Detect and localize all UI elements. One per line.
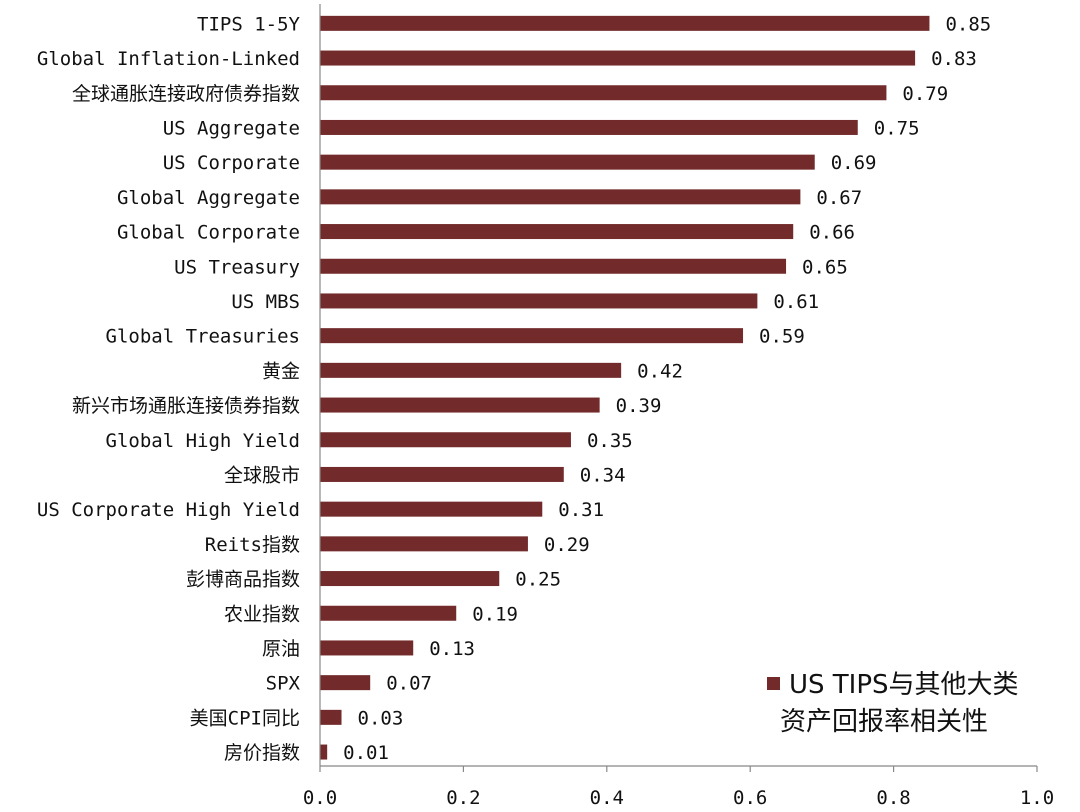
data-label: 0.85 xyxy=(945,13,991,35)
category-label: US Aggregate xyxy=(163,117,300,139)
data-label: 0.79 xyxy=(902,83,948,105)
x-tick-label: 0.0 xyxy=(303,787,337,809)
bar xyxy=(320,189,801,205)
x-tick-label: 1.0 xyxy=(1020,787,1054,809)
bars-layer: TIPS 1-5Y 0.85 Global Inflation-Linked 0.83… xyxy=(37,13,991,764)
x-tick-label: 0.6 xyxy=(733,787,767,809)
category-label: Global Corporate xyxy=(117,222,300,244)
bar xyxy=(320,501,543,517)
data-label: 0.42 xyxy=(637,360,683,382)
category-label: 房价指数 xyxy=(224,742,300,764)
data-label: 0.19 xyxy=(472,603,518,625)
data-label: 0.01 xyxy=(343,742,389,764)
data-label: 0.59 xyxy=(759,326,805,348)
bar xyxy=(320,397,600,413)
data-label: 0.66 xyxy=(809,222,855,244)
data-label: 0.29 xyxy=(544,534,590,556)
bar xyxy=(320,328,744,344)
legend-label: US TIPS与其他大类 xyxy=(789,670,1019,700)
data-label: 0.61 xyxy=(773,291,819,313)
category-label: TIPS 1-5Y xyxy=(197,13,301,35)
data-label: 0.67 xyxy=(816,187,862,209)
data-label: 0.31 xyxy=(558,499,604,521)
category-label: 彭博商品指数 xyxy=(186,569,300,591)
category-label: 全球通胀连接政府债券指数 xyxy=(72,83,300,105)
category-label: US Treasury xyxy=(174,256,300,278)
category-label: Global Inflation-Linked xyxy=(37,48,300,70)
bar xyxy=(320,258,787,274)
bar xyxy=(320,15,930,31)
category-label: 黄金 xyxy=(262,360,300,382)
bar xyxy=(320,640,414,656)
bar xyxy=(320,154,815,170)
data-label: 0.75 xyxy=(874,117,920,139)
bar xyxy=(320,293,758,309)
category-label: Global High Yield xyxy=(106,430,300,452)
bar xyxy=(320,119,858,135)
category-label: 原油 xyxy=(262,638,300,660)
category-label: US MBS xyxy=(231,291,300,313)
legend-swatch xyxy=(767,677,780,690)
category-label: US Corporate xyxy=(163,152,300,174)
bar xyxy=(320,432,571,448)
x-tick-label: 0.2 xyxy=(446,787,480,809)
category-label: 全球股市 xyxy=(224,464,300,486)
bar xyxy=(320,362,622,378)
bar xyxy=(320,709,342,725)
bar xyxy=(320,224,794,240)
data-label: 0.83 xyxy=(931,48,977,70)
data-label: 0.34 xyxy=(580,464,626,486)
bar xyxy=(320,50,916,66)
bar xyxy=(320,85,887,101)
x-axis: 0.0 0.2 0.4 0.6 0.8 1.0 xyxy=(303,4,1054,809)
bar xyxy=(320,571,500,587)
category-label: Global Aggregate xyxy=(117,187,300,209)
x-tick-label: 0.8 xyxy=(876,787,910,809)
bar xyxy=(320,466,564,482)
category-label: 新兴市场通胀连接债券指数 xyxy=(72,395,300,417)
x-tick-label: 0.4 xyxy=(590,787,624,809)
bar xyxy=(320,536,528,552)
category-label: Reits指数 xyxy=(205,534,300,556)
category-label: 农业指数 xyxy=(224,603,300,625)
data-label: 0.03 xyxy=(358,707,404,729)
category-label: SPX xyxy=(266,673,301,695)
data-label: 0.35 xyxy=(587,430,633,452)
category-label: US Corporate High Yield xyxy=(37,499,300,521)
data-label: 0.69 xyxy=(831,152,877,174)
bar xyxy=(320,675,371,691)
bar xyxy=(320,605,457,621)
category-label: Global Treasuries xyxy=(106,326,300,348)
data-label: 0.39 xyxy=(616,395,662,417)
category-label: 美国CPI同比 xyxy=(190,707,300,729)
data-label: 0.65 xyxy=(802,256,848,278)
legend-label: 资产回报率相关性 xyxy=(780,707,988,737)
data-label: 0.13 xyxy=(429,638,475,660)
data-label: 0.25 xyxy=(515,569,561,591)
data-label: 0.07 xyxy=(386,673,432,695)
bar xyxy=(320,744,328,760)
